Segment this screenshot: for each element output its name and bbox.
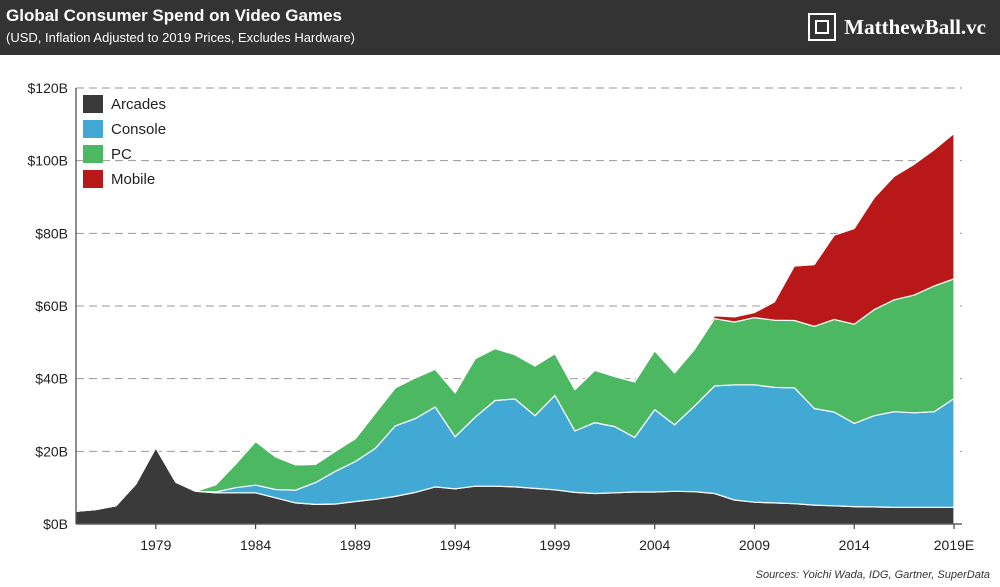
legend-label-arcades: Arcades	[111, 96, 166, 113]
x-tick-label: 1999	[539, 537, 570, 553]
y-tick-label: $60B	[35, 298, 68, 314]
legend-swatch-arcades	[83, 95, 103, 113]
stacked-area-chart: $0B $20B $40B $60B $80B $100B $120B 1979 1984 198…	[28, 80, 975, 553]
brand-square-icon	[808, 13, 837, 41]
legend: Arcades Console PC Mobile	[83, 95, 166, 188]
x-tick-label: 2014	[839, 537, 870, 553]
brand-logo-group: MatthewBall.vc	[808, 10, 986, 44]
y-tick-label: $100B	[28, 153, 68, 169]
legend-label-mobile: Mobile	[111, 171, 155, 188]
x-tick-label: 2019E	[934, 537, 974, 553]
chart-subtitle: (USD, Inflation Adjusted to 2019 Prices,…	[6, 30, 356, 45]
brand-name: MatthewBall.vc	[844, 14, 986, 39]
x-tick-label: 1984	[240, 537, 271, 553]
x-tick-label: 2009	[739, 537, 770, 553]
x-tick-label: 1989	[340, 537, 371, 553]
legend-swatch-mobile	[83, 170, 103, 188]
y-tick-label: $0B	[43, 516, 68, 532]
x-tick-label: 1994	[440, 537, 471, 553]
header-bar: Global Consumer Spend on Video Games (US…	[0, 0, 1000, 55]
area-mobile	[75, 132, 955, 512]
sources-note: Sources: Yoichi Wada, IDG, Gartner, Supe…	[755, 569, 990, 581]
y-tick-label: $20B	[35, 443, 68, 459]
area-layer	[75, 132, 955, 525]
y-tick-label: $120B	[28, 80, 68, 96]
legend-label-console: Console	[111, 121, 166, 138]
legend-swatch-pc	[83, 145, 103, 163]
x-tick-label: 1979	[140, 537, 171, 553]
legend-label-pc: PC	[111, 146, 132, 163]
y-tick-label: $80B	[35, 225, 68, 241]
x-tick-label: 2004	[639, 537, 670, 553]
y-tick-label: $40B	[35, 371, 68, 387]
legend-swatch-console	[83, 120, 103, 138]
chart-title: Global Consumer Spend on Video Games	[6, 6, 342, 25]
axis-layer: $0B $20B $40B $60B $80B $100B $120B 1979 1984 198…	[28, 80, 975, 553]
